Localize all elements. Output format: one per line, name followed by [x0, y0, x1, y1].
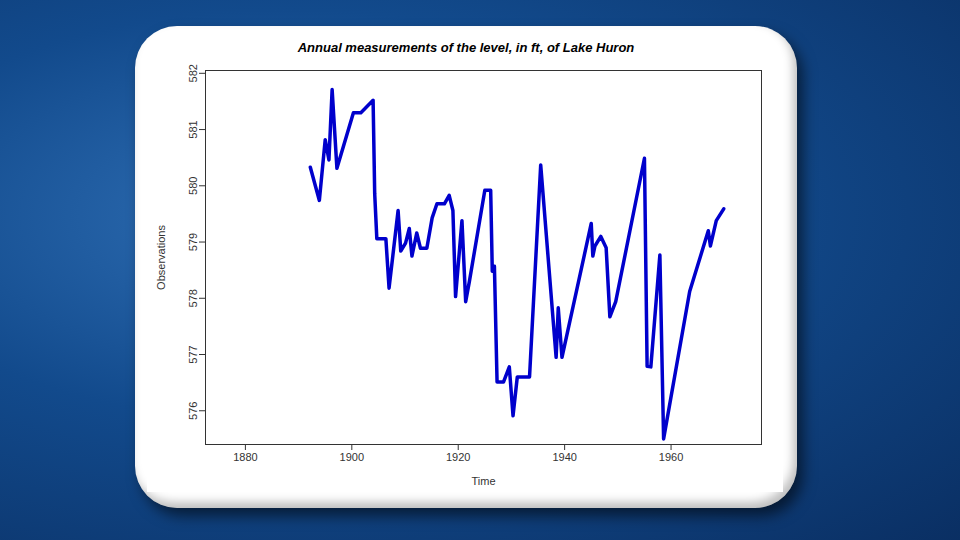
svg-text:579: 579	[187, 233, 199, 251]
svg-text:582: 582	[187, 64, 199, 82]
svg-text:1900: 1900	[340, 451, 364, 463]
svg-text:576: 576	[187, 402, 199, 420]
svg-text:581: 581	[187, 120, 199, 138]
svg-text:580: 580	[187, 177, 199, 195]
svg-text:577: 577	[187, 345, 199, 363]
svg-text:1940: 1940	[552, 451, 576, 463]
svg-text:Time: Time	[471, 475, 495, 487]
svg-text:1880: 1880	[233, 451, 257, 463]
svg-text:1920: 1920	[446, 451, 470, 463]
html-text:Annual measurements of the lev: Annual measurements of the level, in ft,…	[297, 40, 635, 55]
svg-text:1960: 1960	[659, 451, 683, 463]
svg-text:Observations: Observations	[155, 225, 167, 290]
svg-text:578: 578	[187, 289, 199, 307]
